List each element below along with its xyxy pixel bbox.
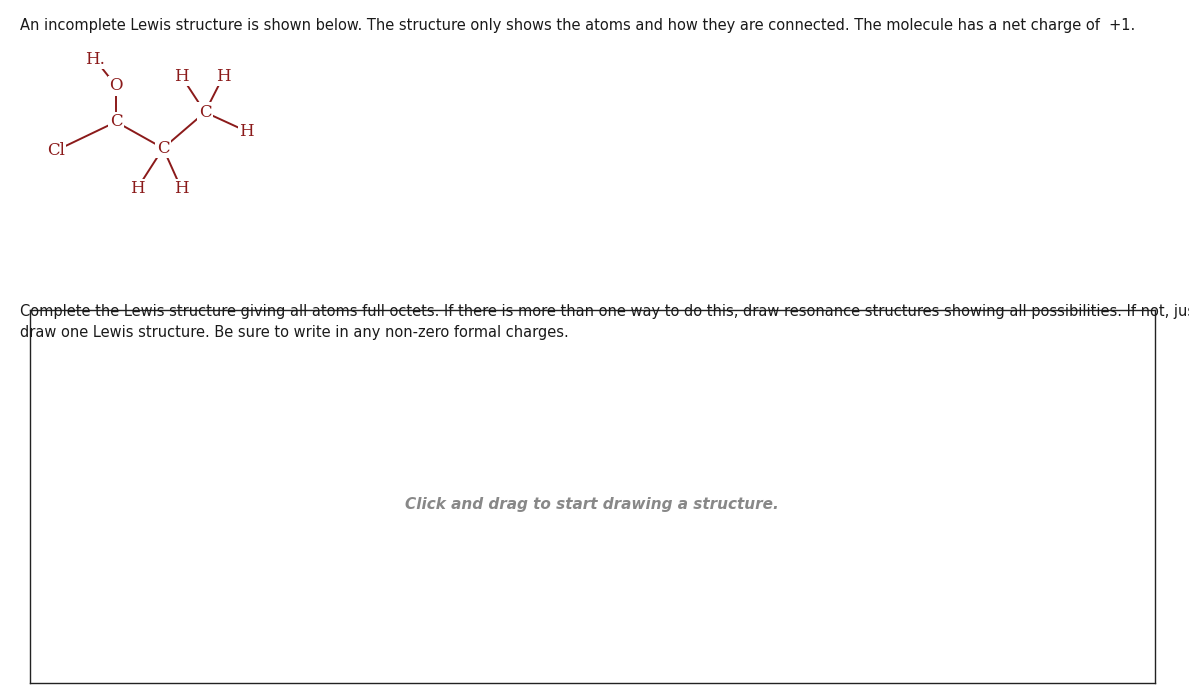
Text: An incomplete Lewis structure is shown below. The structure only shows the atoms: An incomplete Lewis structure is shown b… xyxy=(20,18,1135,33)
Text: C: C xyxy=(199,104,212,121)
Text: C: C xyxy=(109,113,122,131)
Text: O: O xyxy=(109,77,122,95)
Text: H: H xyxy=(130,181,144,197)
Text: H.: H. xyxy=(86,51,105,68)
Text: Cl: Cl xyxy=(46,142,65,159)
Text: H: H xyxy=(174,181,189,197)
Text: Complete the Lewis structure giving all atoms full octets. If there is more than: Complete the Lewis structure giving all … xyxy=(20,304,1189,341)
Text: H: H xyxy=(174,68,189,85)
Text: H: H xyxy=(239,123,254,140)
Text: C: C xyxy=(157,140,170,156)
Text: H: H xyxy=(216,68,231,85)
Text: Click and drag to start drawing a structure.: Click and drag to start drawing a struct… xyxy=(405,496,779,512)
